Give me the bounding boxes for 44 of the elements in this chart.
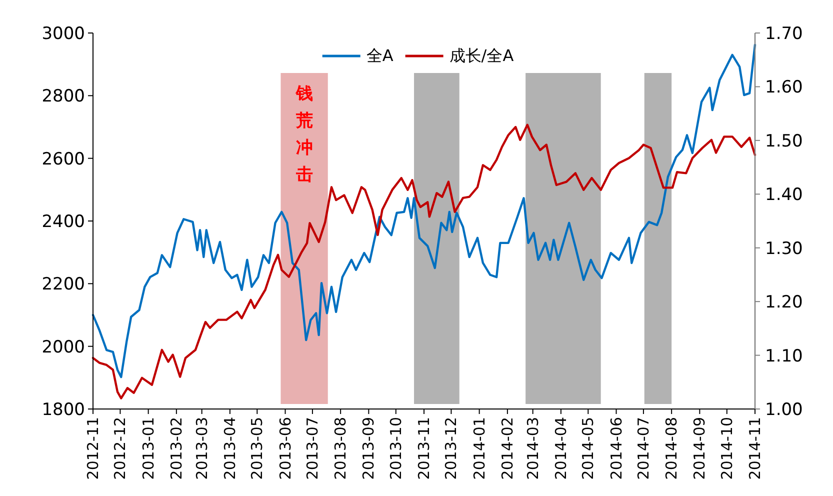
y2-tick-label: 1.10 [765,346,803,366]
x-tick-label: 2013-12 [442,417,460,480]
y2-tick-label: 1.60 [765,78,803,98]
x-tick-label: 2014-11 [746,417,764,480]
y-tick-label: 1800 [42,400,85,420]
legend-label: 全A [366,46,394,65]
y-tick-label: 3000 [42,24,85,44]
x-tick-label: 2014-10 [718,417,736,480]
x-tick-label: 2013-01 [139,417,158,480]
x-tick-label: 2014-08 [662,417,681,480]
x-tick-label: 2013-11 [415,417,433,480]
x-tick-label: 2013-05 [248,417,266,480]
x-tick-label: 2014-04 [552,417,570,480]
y2-tick-label: 1.20 [765,292,803,313]
y-tick-label: 2800 [42,86,85,107]
x-tick-label: 2014-07 [634,417,652,480]
x-tick-label: 2013-02 [167,417,186,480]
y-tick-label: 2200 [42,274,85,295]
x-tick-label: 2013-04 [220,417,239,480]
y2-tick-label: 1.50 [765,131,803,152]
x-tick-label: 2014-05 [579,417,598,480]
x-tick-label: 2013-08 [332,417,350,480]
y-tick-label: 2000 [42,337,85,358]
x-tick-label: 2014-02 [498,417,516,480]
y2-tick-label: 1.70 [765,24,803,44]
x-tick-label: 2014-06 [607,417,626,480]
y2-tick-label: 1.40 [765,185,803,206]
x-tick-label: 2012-12 [111,417,130,480]
x-tick-label: 2014-09 [690,417,709,480]
band-label: 钱荒冲击 [294,84,313,185]
x-tick-label: 2013-10 [386,417,405,480]
legend-label: 成长/全A [449,46,514,65]
y-tick-label: 2600 [42,149,85,170]
x-tick-label: 2013-06 [276,417,294,480]
x-tick-label: 2014-03 [524,417,542,480]
line-series [92,44,756,378]
y2-tick-label: 1.30 [765,238,803,259]
x-tick-label: 2012-11 [84,417,102,480]
x-tick-label: 2013-07 [303,417,322,480]
y2-tick-label: 1.00 [765,400,803,420]
x-tick-label: 2014-01 [470,417,488,480]
y-tick-label: 2400 [42,212,85,232]
x-tick-label: 2013-03 [192,417,211,480]
x-tick-label: 2013-09 [360,417,378,480]
